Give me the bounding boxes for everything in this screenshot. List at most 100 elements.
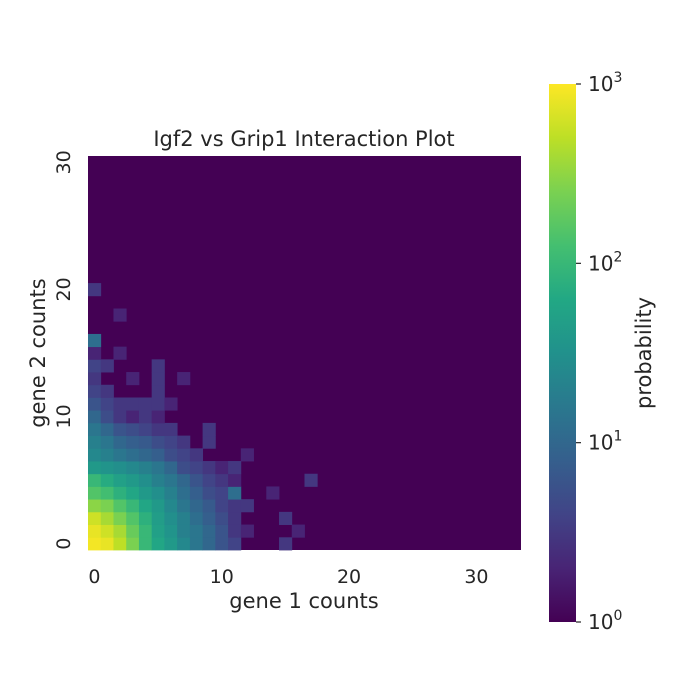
heatmap-cell <box>240 499 254 513</box>
heatmap-cell <box>100 384 114 398</box>
heatmap-cell <box>88 524 102 538</box>
heatmap-cell <box>164 448 178 462</box>
chart-title: Igf2 vs Grip1 Interaction Plot <box>153 127 454 151</box>
heatmap-cell <box>164 435 178 449</box>
heatmap-cell <box>202 537 216 551</box>
heatmap-cell <box>189 499 204 513</box>
heatmap-cell <box>291 524 305 538</box>
heatmap-cell <box>151 486 165 500</box>
heatmap-cell <box>151 524 165 538</box>
heatmap-cell <box>228 537 242 551</box>
heatmap-cell <box>88 422 102 437</box>
heatmap-cell <box>228 499 242 513</box>
heatmap-cell <box>151 448 165 462</box>
heatmap-cell <box>177 448 191 462</box>
heatmap-cell <box>215 461 229 475</box>
heatmap-cell <box>100 524 114 538</box>
heatmap-cell <box>138 537 153 551</box>
heatmap-cell <box>126 397 140 411</box>
heatmap-cell <box>189 486 204 500</box>
heatmap-cell <box>202 524 216 538</box>
heatmap-cell <box>138 410 153 424</box>
heatmap-plot-area <box>88 156 521 551</box>
heatmap-cell <box>151 410 165 424</box>
heatmap-cell <box>164 473 178 487</box>
heatmap-cell <box>100 397 114 411</box>
heatmap-cell <box>215 524 229 538</box>
heatmap-cell <box>126 473 140 487</box>
colorbar-ticks: 100 101 102 103 <box>576 70 622 634</box>
heatmap-cell <box>202 473 216 487</box>
heatmap-cell <box>88 486 102 500</box>
colorbar-label: probability <box>632 297 656 409</box>
heatmap-cell <box>202 486 216 500</box>
heatmap-cell <box>113 461 127 475</box>
y-tick-label: 30 <box>53 150 75 174</box>
x-tick-label: 20 <box>337 566 361 588</box>
heatmap-cell <box>113 397 127 411</box>
heatmap-cell <box>126 499 140 513</box>
heatmap-cell <box>138 524 153 538</box>
heatmap-cell <box>88 499 102 513</box>
heatmap-cell <box>164 486 178 500</box>
heatmap-cell <box>151 397 165 411</box>
heatmap-cell <box>189 473 204 487</box>
heatmap-cell <box>138 461 153 475</box>
heatmap-cell <box>126 524 140 538</box>
heatmap-cell <box>189 461 204 475</box>
heatmap-cell <box>164 524 178 538</box>
heatmap-cell <box>138 448 153 462</box>
heatmap-cell <box>113 486 127 500</box>
heatmap-cell <box>126 372 140 386</box>
heatmap-cell <box>151 461 165 475</box>
colorbar-gradient <box>549 84 576 622</box>
heatmap-cell <box>151 435 165 449</box>
heatmap-cell <box>126 410 140 424</box>
heatmap-cell <box>177 435 191 449</box>
y-tick-label: 20 <box>53 277 75 301</box>
heatmap-cell <box>113 473 127 487</box>
heatmap-cell <box>266 486 280 500</box>
heatmap-cell <box>88 473 102 487</box>
heatmap-cell <box>164 511 178 525</box>
heatmap-cell <box>189 537 204 551</box>
x-tick-label: 10 <box>210 566 234 588</box>
heatmap-cell <box>228 473 242 487</box>
heatmap-cell <box>88 537 102 551</box>
heatmap-cell <box>177 524 191 538</box>
x-axis-ticks: 0 10 20 30 <box>88 566 488 588</box>
heatmap-cell <box>88 448 102 462</box>
heatmap-cell <box>189 524 204 538</box>
heatmap-cell <box>100 486 114 500</box>
heatmap-cell <box>100 435 114 449</box>
heatmap-cell <box>164 422 178 437</box>
colorbar-tick-label: 100 <box>588 608 622 634</box>
heatmap-cell <box>113 537 127 551</box>
heatmap-cell <box>88 461 102 475</box>
heatmap-cell <box>113 410 127 424</box>
heatmap-cell <box>164 397 178 411</box>
heatmap-cell <box>126 537 140 551</box>
heatmap-cell <box>151 499 165 513</box>
heatmap-cell <box>138 499 153 513</box>
heatmap-cell <box>100 511 114 525</box>
heatmap-cell <box>215 511 229 525</box>
heatmap-cell <box>100 448 114 462</box>
heatmap-cell <box>113 422 127 437</box>
heatmap-cell <box>126 448 140 462</box>
heatmap-cell <box>189 448 204 462</box>
heatmap-cell <box>202 422 216 437</box>
heatmap-cell <box>151 473 165 487</box>
heatmap-cell <box>215 499 229 513</box>
heatmap-cell <box>151 511 165 525</box>
heatmap-cell <box>228 511 242 525</box>
heatmap-cell <box>138 435 153 449</box>
heatmap-cell <box>279 537 293 551</box>
heatmap-cell <box>177 511 191 525</box>
heatmap-cell <box>177 461 191 475</box>
heatmap-cell <box>164 461 178 475</box>
colorbar: 100 101 102 103 probability <box>549 70 656 634</box>
heatmap-cell <box>100 499 114 513</box>
heatmap-cell <box>113 435 127 449</box>
